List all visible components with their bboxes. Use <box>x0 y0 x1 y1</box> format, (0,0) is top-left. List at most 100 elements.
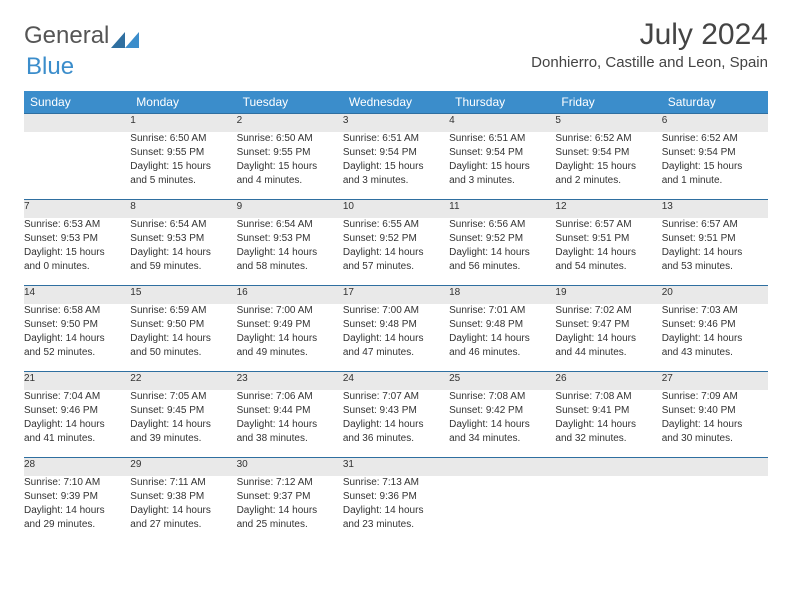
day-cell: Sunrise: 6:54 AMSunset: 9:53 PMDaylight:… <box>130 218 236 286</box>
day-sunset: Sunset: 9:48 PM <box>343 318 449 331</box>
day-cell: Sunrise: 6:51 AMSunset: 9:54 PMDaylight:… <box>449 132 555 200</box>
day-d2: and 34 minutes. <box>449 432 555 445</box>
month-title: July 2024 <box>531 18 768 52</box>
day-number: 25 <box>449 372 555 390</box>
day-d2: and 52 minutes. <box>24 346 130 359</box>
day-cell: Sunrise: 6:57 AMSunset: 9:51 PMDaylight:… <box>662 218 768 286</box>
day-sunset: Sunset: 9:40 PM <box>662 404 768 417</box>
day-sunset: Sunset: 9:39 PM <box>24 490 130 503</box>
day-sunset: Sunset: 9:41 PM <box>555 404 661 417</box>
day-d2: and 39 minutes. <box>130 432 236 445</box>
day-d2: and 46 minutes. <box>449 346 555 359</box>
day-number: 15 <box>130 286 236 304</box>
day-sunrise: Sunrise: 6:54 AM <box>237 218 343 231</box>
day-number: 6 <box>662 114 768 132</box>
day-d2: and 47 minutes. <box>343 346 449 359</box>
day-cell: Sunrise: 7:08 AMSunset: 9:41 PMDaylight:… <box>555 390 661 458</box>
day-cell: Sunrise: 6:52 AMSunset: 9:54 PMDaylight:… <box>662 132 768 200</box>
weekday-header: Saturday <box>662 91 768 114</box>
day-sunrise: Sunrise: 6:57 AM <box>662 218 768 231</box>
day-number: 11 <box>449 200 555 218</box>
day-cell: Sunrise: 6:50 AMSunset: 9:55 PMDaylight:… <box>130 132 236 200</box>
day-cell: Sunrise: 7:08 AMSunset: 9:42 PMDaylight:… <box>449 390 555 458</box>
day-sunset: Sunset: 9:42 PM <box>449 404 555 417</box>
day-sunrise: Sunrise: 6:56 AM <box>449 218 555 231</box>
day-cell: Sunrise: 7:00 AMSunset: 9:49 PMDaylight:… <box>237 304 343 372</box>
content-row: Sunrise: 6:53 AMSunset: 9:53 PMDaylight:… <box>24 218 768 286</box>
day-number: 13 <box>662 200 768 218</box>
day-cell: Sunrise: 7:09 AMSunset: 9:40 PMDaylight:… <box>662 390 768 458</box>
day-sunset: Sunset: 9:38 PM <box>130 490 236 503</box>
day-sunrise: Sunrise: 7:00 AM <box>343 304 449 317</box>
day-d1: Daylight: 14 hours <box>237 418 343 431</box>
day-d1: Daylight: 14 hours <box>662 246 768 259</box>
day-cell: Sunrise: 7:12 AMSunset: 9:37 PMDaylight:… <box>237 476 343 544</box>
day-cell: Sunrise: 6:53 AMSunset: 9:53 PMDaylight:… <box>24 218 130 286</box>
day-cell: Sunrise: 7:03 AMSunset: 9:46 PMDaylight:… <box>662 304 768 372</box>
day-d1: Daylight: 15 hours <box>24 246 130 259</box>
day-cell: Sunrise: 7:11 AMSunset: 9:38 PMDaylight:… <box>130 476 236 544</box>
day-d1: Daylight: 14 hours <box>343 332 449 345</box>
day-cell: Sunrise: 6:55 AMSunset: 9:52 PMDaylight:… <box>343 218 449 286</box>
day-number: 23 <box>237 372 343 390</box>
day-d1: Daylight: 14 hours <box>24 332 130 345</box>
day-d2: and 43 minutes. <box>662 346 768 359</box>
daynum-row: 28293031 <box>24 458 768 476</box>
day-number <box>449 458 555 476</box>
day-d1: Daylight: 14 hours <box>662 332 768 345</box>
day-sunset: Sunset: 9:54 PM <box>449 146 555 159</box>
day-number: 12 <box>555 200 661 218</box>
day-number: 14 <box>24 286 130 304</box>
title-block: July 2024 Donhierro, Castille and Leon, … <box>531 18 768 77</box>
day-number <box>662 458 768 476</box>
day-sunset: Sunset: 9:54 PM <box>343 146 449 159</box>
day-d2: and 2 minutes. <box>555 174 661 187</box>
day-d1: Daylight: 14 hours <box>343 246 449 259</box>
day-d2: and 23 minutes. <box>343 518 449 531</box>
day-number: 21 <box>24 372 130 390</box>
day-sunset: Sunset: 9:46 PM <box>24 404 130 417</box>
day-number: 27 <box>662 372 768 390</box>
day-number: 5 <box>555 114 661 132</box>
day-sunrise: Sunrise: 7:06 AM <box>237 390 343 403</box>
day-cell: Sunrise: 7:00 AMSunset: 9:48 PMDaylight:… <box>343 304 449 372</box>
day-sunset: Sunset: 9:55 PM <box>237 146 343 159</box>
day-sunrise: Sunrise: 6:52 AM <box>555 132 661 145</box>
day-d1: Daylight: 14 hours <box>449 332 555 345</box>
day-cell: Sunrise: 7:06 AMSunset: 9:44 PMDaylight:… <box>237 390 343 458</box>
day-number: 24 <box>343 372 449 390</box>
day-d2: and 3 minutes. <box>343 174 449 187</box>
day-cell: Sunrise: 6:52 AMSunset: 9:54 PMDaylight:… <box>555 132 661 200</box>
day-sunset: Sunset: 9:49 PM <box>237 318 343 331</box>
day-d2: and 30 minutes. <box>662 432 768 445</box>
day-sunrise: Sunrise: 6:51 AM <box>449 132 555 145</box>
day-cell: Sunrise: 6:50 AMSunset: 9:55 PMDaylight:… <box>237 132 343 200</box>
day-cell: Sunrise: 6:57 AMSunset: 9:51 PMDaylight:… <box>555 218 661 286</box>
day-sunset: Sunset: 9:55 PM <box>130 146 236 159</box>
day-sunset: Sunset: 9:50 PM <box>130 318 236 331</box>
day-sunset: Sunset: 9:43 PM <box>343 404 449 417</box>
daynum-row: 21222324252627 <box>24 372 768 390</box>
day-sunrise: Sunrise: 6:52 AM <box>662 132 768 145</box>
day-d1: Daylight: 14 hours <box>555 418 661 431</box>
day-cell: Sunrise: 7:02 AMSunset: 9:47 PMDaylight:… <box>555 304 661 372</box>
day-d2: and 44 minutes. <box>555 346 661 359</box>
day-d1: Daylight: 14 hours <box>343 418 449 431</box>
logo-text-blue: Blue <box>26 53 74 80</box>
day-sunrise: Sunrise: 6:53 AM <box>24 218 130 231</box>
content-row: Sunrise: 7:10 AMSunset: 9:39 PMDaylight:… <box>24 476 768 544</box>
day-sunset: Sunset: 9:53 PM <box>130 232 236 245</box>
day-sunset: Sunset: 9:50 PM <box>24 318 130 331</box>
weekday-header: Friday <box>555 91 661 114</box>
day-number <box>24 114 130 132</box>
day-d2: and 3 minutes. <box>449 174 555 187</box>
day-d1: Daylight: 14 hours <box>555 332 661 345</box>
day-d1: Daylight: 15 hours <box>555 160 661 173</box>
day-d1: Daylight: 14 hours <box>24 504 130 517</box>
day-d2: and 5 minutes. <box>130 174 236 187</box>
day-number <box>555 458 661 476</box>
day-sunrise: Sunrise: 7:04 AM <box>24 390 130 403</box>
daynum-row: 78910111213 <box>24 200 768 218</box>
day-number: 2 <box>237 114 343 132</box>
day-sunrise: Sunrise: 7:01 AM <box>449 304 555 317</box>
